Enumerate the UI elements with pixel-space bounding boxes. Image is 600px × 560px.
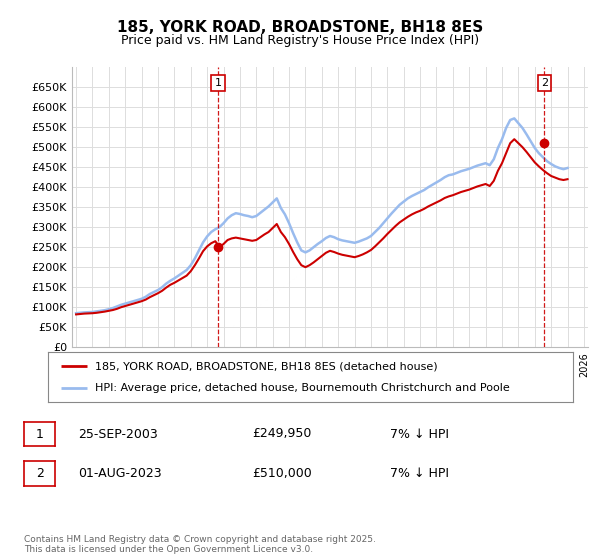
Text: 7% ↓ HPI: 7% ↓ HPI xyxy=(390,427,449,441)
Text: HPI: Average price, detached house, Bournemouth Christchurch and Poole: HPI: Average price, detached house, Bour… xyxy=(95,382,510,393)
Text: Price paid vs. HM Land Registry's House Price Index (HPI): Price paid vs. HM Land Registry's House … xyxy=(121,34,479,46)
Text: 2: 2 xyxy=(541,78,548,88)
Text: £249,950: £249,950 xyxy=(252,427,311,441)
Text: 1: 1 xyxy=(215,78,221,88)
Text: 25-SEP-2003: 25-SEP-2003 xyxy=(78,427,158,441)
Text: 01-AUG-2023: 01-AUG-2023 xyxy=(78,466,161,480)
Text: 185, YORK ROAD, BROADSTONE, BH18 8ES (detached house): 185, YORK ROAD, BROADSTONE, BH18 8ES (de… xyxy=(95,361,438,371)
Text: 185, YORK ROAD, BROADSTONE, BH18 8ES: 185, YORK ROAD, BROADSTONE, BH18 8ES xyxy=(117,20,483,35)
Text: 7% ↓ HPI: 7% ↓ HPI xyxy=(390,466,449,480)
Text: 1: 1 xyxy=(35,427,44,441)
Text: 2: 2 xyxy=(35,466,44,480)
Text: £510,000: £510,000 xyxy=(252,466,312,480)
Text: Contains HM Land Registry data © Crown copyright and database right 2025.
This d: Contains HM Land Registry data © Crown c… xyxy=(24,535,376,554)
